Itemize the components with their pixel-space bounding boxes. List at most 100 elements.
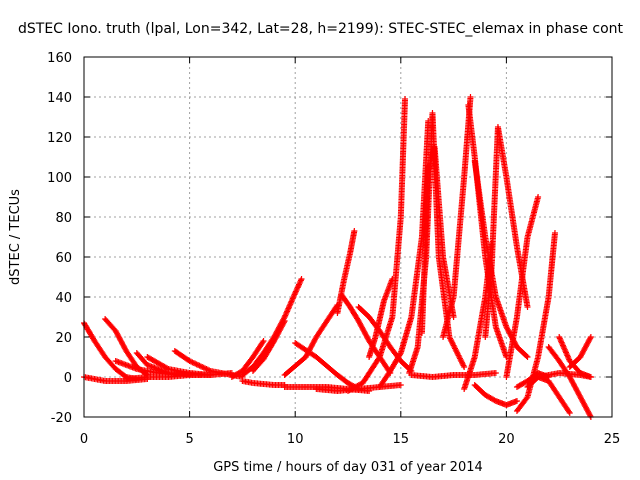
y-tick-label: 20 — [55, 331, 72, 346]
data-arc — [566, 334, 594, 370]
data-point-run — [102, 378, 128, 384]
data-point-run — [338, 292, 353, 309]
data-point-run — [144, 362, 171, 376]
data-point-run — [123, 348, 139, 369]
data-point-run — [133, 350, 150, 367]
data-point-run — [535, 370, 561, 380]
data-point-run — [380, 276, 396, 304]
data-point-run — [366, 335, 379, 360]
data-arc — [535, 370, 594, 380]
x-tick-label: 25 — [604, 432, 621, 447]
y-tick-label: 80 — [55, 211, 72, 226]
x-tick-label: 20 — [498, 432, 515, 447]
y-tick-label: 60 — [55, 251, 72, 266]
data-point-run — [292, 340, 318, 360]
data-point-run — [524, 375, 541, 390]
data-point-run — [577, 334, 594, 360]
data-point-run — [91, 338, 108, 359]
y-axis-label: dSTEC / TECUs — [8, 189, 23, 285]
data-point-run — [513, 344, 531, 360]
data-point-run — [556, 334, 573, 363]
data-point-run — [513, 395, 530, 414]
data-point-run — [228, 368, 245, 380]
data-point-run — [144, 354, 171, 372]
x-axis-label: GPS time / hours of day 031 of year 2014 — [213, 460, 483, 475]
data-point-run — [387, 351, 404, 374]
data-point-run — [102, 354, 118, 371]
y-tick-label: 0 — [64, 371, 72, 386]
data-point-run — [545, 230, 558, 300]
data-point-run — [186, 358, 213, 374]
y-tick-label: -20 — [51, 411, 72, 426]
data-point-run — [281, 355, 308, 378]
data-point-run — [144, 374, 170, 380]
data-point-run — [471, 295, 489, 360]
data-point-run — [503, 398, 520, 408]
data-point-run — [577, 394, 594, 420]
data-point-run — [418, 118, 432, 240]
data-point-run — [112, 328, 129, 353]
y-tick-label: 40 — [55, 291, 72, 306]
data-point-run — [281, 291, 298, 320]
data-point-run — [431, 144, 446, 259]
chart-title: dSTEC Iono. truth (lpal, Lon=342, Lat=28… — [18, 21, 624, 37]
data-point-run — [461, 355, 478, 392]
x-tick-label: 5 — [185, 432, 193, 447]
data-point-run — [482, 265, 495, 340]
data-arc — [133, 350, 204, 378]
data-point-run — [471, 382, 488, 397]
data-point-run — [471, 370, 499, 378]
data-point-run — [171, 348, 192, 364]
tick-labels: 0 5 10 15 20 25 -20 0 20 40 60 80 100 120 140 160 — [47, 51, 620, 447]
data-point-run — [503, 315, 520, 380]
data-arc — [376, 118, 432, 390]
data-point-run — [249, 351, 266, 370]
data-point-run — [450, 175, 468, 300]
data-point-run — [355, 384, 382, 392]
data-arc — [123, 370, 235, 382]
data-point-run — [397, 315, 414, 356]
data-point-run — [271, 318, 288, 344]
data-point-run — [492, 324, 510, 360]
data-point-run — [112, 358, 139, 372]
data-point-run — [545, 378, 562, 399]
data-point-run — [313, 319, 329, 340]
data-arc — [228, 338, 267, 380]
data-point-run — [408, 235, 425, 320]
x-tick-label: 0 — [80, 432, 88, 447]
data-point-run — [359, 355, 382, 386]
data-point-run — [133, 366, 160, 376]
y-tick-label: 120 — [47, 131, 72, 146]
data-point-run — [186, 372, 213, 378]
data-point-run — [418, 169, 432, 336]
data-point-run — [503, 174, 520, 249]
data-point-run — [81, 374, 97, 382]
data-point-run — [397, 96, 409, 220]
data-point-run — [347, 304, 361, 323]
data-point-run — [556, 394, 573, 416]
data-arc — [503, 194, 542, 380]
data-points — [81, 94, 594, 420]
data-point-run — [112, 366, 129, 380]
data-point-run — [465, 102, 478, 159]
data-arc — [408, 370, 499, 380]
data-point-run — [260, 339, 277, 362]
data-arc — [281, 302, 341, 378]
data-point-run — [249, 338, 267, 360]
data-point-run — [355, 318, 372, 343]
data-point-run — [281, 384, 308, 390]
y-tick-label: 140 — [47, 91, 72, 106]
data-arc — [545, 344, 594, 420]
data-point-run — [334, 372, 350, 386]
data-point-run — [545, 344, 562, 363]
data-point-run — [249, 380, 276, 388]
data-point-run — [446, 334, 468, 370]
x-tick-label: 15 — [393, 432, 410, 447]
data-point-run — [494, 124, 510, 179]
data-point-run — [492, 294, 509, 329]
data-point-run — [313, 354, 340, 377]
data-point-run — [524, 194, 542, 240]
data-point-run — [355, 304, 372, 319]
data-arc — [355, 304, 415, 374]
